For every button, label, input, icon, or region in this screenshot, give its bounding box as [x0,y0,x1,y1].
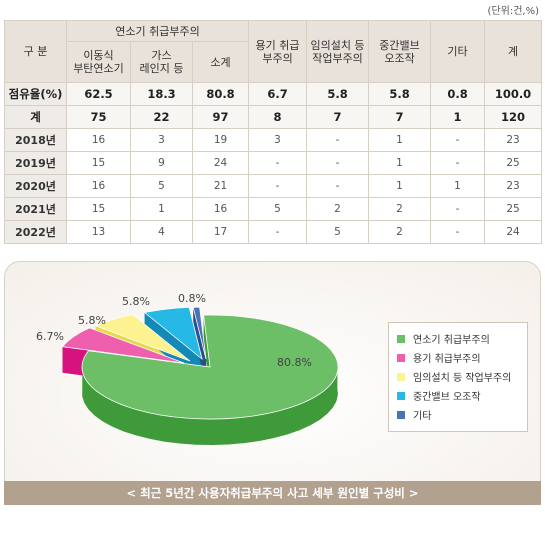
legend-label: 임의설치 등 작업부주의 [413,373,512,384]
table-cell: - [248,220,308,244]
table-cell: 5 [130,174,193,198]
pie-slice [143,306,203,361]
header-gas-range: 가스 레인지 등 [130,41,193,83]
pie-slice [81,314,339,420]
table-cell: 15 [66,151,131,175]
chart-caption: < 최근 5년간 사용자취급부주의 사고 세부 원인별 구성비 > [4,481,541,505]
header-subtotal: 소계 [191,41,250,83]
legend-label: 연소기 취급부주의 [413,335,490,346]
header-burner-group: 연소기 취급부주의 [65,20,250,42]
table-row: 2020년 16 5 21 - - 1 1 23 [4,174,543,198]
pie-slice-side [82,362,338,445]
table-row: 2022년 13 4 17 - 5 2 - 24 [4,220,543,244]
pie-slice [192,306,207,360]
table-cell: 75 [66,105,131,129]
row-label: 점유율(%) [4,82,67,106]
table-cell: 97 [191,105,250,129]
table-cell: 9 [130,151,193,175]
table-cell: 62.5 [66,82,131,106]
legend-label: 기타 [413,411,432,422]
row-label: 2020년 [4,174,67,198]
pie-slice [61,327,185,364]
table-cell: 24 [191,151,250,175]
total-row: 계 75 22 97 8 7 7 1 120 [4,105,543,129]
pie-slice-face [193,307,206,385]
legend-swatch [397,391,405,400]
pie-slice [94,314,191,362]
legend-swatch [397,334,405,343]
table-cell: 24 [484,220,543,244]
pie-data-label: 5.8% [78,314,106,327]
legend-swatch [397,410,405,419]
header-arbitrary: 임의설치 등 작업부주의 [306,20,370,83]
legend-label: 중간밸브 오조작 [413,392,481,403]
unit-label: (단위:건,%) [487,6,539,17]
table-cell: 4 [130,220,193,244]
row-label: 계 [4,105,67,129]
table-cell: 1 [368,151,432,175]
legend-item: 연소기 취급부주의 [397,329,527,348]
table-cell: 19 [191,128,250,152]
table-cell: 5.8 [306,82,370,106]
table-cell: 7 [368,105,432,129]
legend-swatch [397,353,405,362]
table-cell: 16 [191,197,250,221]
table-cell: 0.8 [430,82,486,106]
table-cell: 13 [66,220,131,244]
header-other: 기타 [430,20,486,83]
table-cell: - [430,151,486,175]
pie-labels: 80.8% 6.7% 5.8% 5.8% 0.8% [36,292,312,369]
table-cell: 6.7 [248,82,308,106]
header-container: 용기 취급 부주의 [248,20,308,83]
legend-item: 기타 [397,405,527,424]
legend-item: 임의설치 등 작업부주의 [397,367,527,386]
pie-data-label: 5.8% [122,295,150,308]
table-cell: 1 [430,105,486,129]
legend-label: 용기 취급부주의 [413,354,481,365]
table-cell: 80.8 [191,82,250,106]
table-cell: 1 [130,197,193,221]
chart-legend: 연소기 취급부주의 용기 취급부주의 임의설치 등 작업부주의 중간밸브 오조작… [388,322,528,432]
table-cell: 15 [66,197,131,221]
pie-data-label: 6.7% [36,330,64,343]
legend-swatch [397,372,405,381]
table-cell: 120 [484,105,543,129]
table-cell: 7 [306,105,370,129]
table-cell: 5 [248,197,308,221]
row-label: 2021년 [4,197,67,221]
legend-item: 용기 취급부주의 [397,348,527,367]
pie-data-label: 80.8% [277,356,312,369]
table-cell: 2 [368,220,432,244]
pie-data-label: 0.8% [178,292,206,305]
statistics-table: 구 분 연소기 취급부주의 용기 취급 부주의 임의설치 등 작업부주의 중간밸브 오… [4,20,543,244]
share-row: 점유율(%) 62.5 18.3 80.8 6.7 5.8 5.8 0.8 10… [4,82,543,106]
header-total: 계 [484,20,543,83]
row-label: 2022년 [4,220,67,244]
header-category: 구 분 [4,20,67,83]
table-cell: 17 [191,220,250,244]
table-cell: 5.8 [368,82,432,106]
legend-item: 중간밸브 오조작 [397,386,527,405]
table-cell: - [306,174,370,198]
table-cell: - [248,151,308,175]
pie-tops [61,306,339,420]
